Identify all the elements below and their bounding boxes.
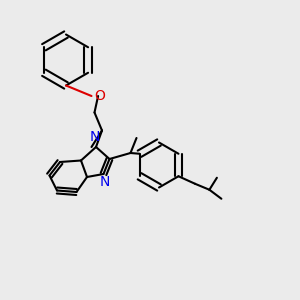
Text: N: N	[100, 176, 110, 190]
Text: O: O	[94, 89, 105, 103]
Text: N: N	[89, 130, 100, 144]
